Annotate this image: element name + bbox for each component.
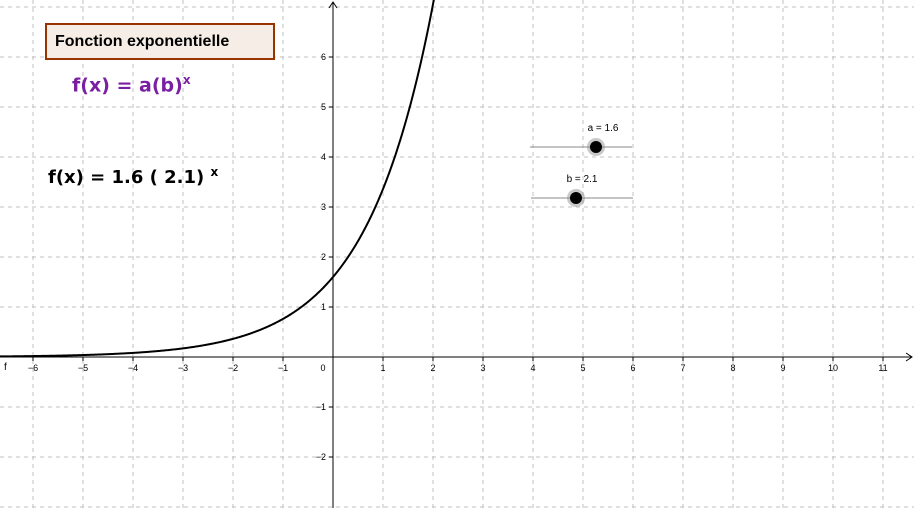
x-tick-label: 9: [780, 363, 785, 373]
x-tick-label: 10: [828, 363, 838, 373]
evaluated-formula: f(x) = 1.6 ( 2.1) x: [48, 165, 218, 188]
x-tick-label: −2: [228, 363, 238, 373]
slider-b-label: b = 2.1: [567, 174, 598, 185]
x-tick-label: −6: [28, 363, 38, 373]
slider-a-handle[interactable]: [590, 141, 602, 153]
slider-b-handle[interactable]: [570, 192, 582, 204]
x-tick-label: 4: [530, 363, 535, 373]
x-tick-label: 0: [320, 363, 325, 373]
x-tick-label: 11: [878, 363, 887, 373]
tick-labels: −6 −5 −4 −3 −2 −1 0 1 2 3 4 5 6 7 8 9 10 11 −2 −1 1 2 3 4 5 6: [28, 52, 888, 462]
x-tick-label: −5: [78, 363, 88, 373]
x-tick-label: 8: [730, 363, 735, 373]
title-text: Fonction exponentielle: [55, 32, 230, 50]
evaluated-formula-body: f(x) = 1.6 ( 2.1): [48, 167, 211, 188]
slider-a[interactable]: a = 1.6: [530, 123, 632, 156]
generic-formula-exponent: x: [182, 73, 191, 87]
y-tick-label: 6: [321, 52, 326, 62]
generic-formula: f(x) = a(b)x: [72, 73, 191, 96]
evaluated-formula-exponent: x: [210, 165, 219, 179]
x-tick-label: −4: [128, 363, 138, 373]
title-box[interactable]: Fonction exponentielle: [45, 23, 275, 60]
x-tick-label: 6: [630, 363, 635, 373]
x-tick-label: 1: [380, 363, 385, 373]
x-axis-arrow-icon: [905, 352, 913, 362]
function-label: f: [4, 362, 7, 373]
slider-b[interactable]: b = 2.1: [531, 174, 633, 207]
generic-formula-base: f(x) = a(b): [72, 74, 183, 97]
y-tick-label: 3: [321, 202, 326, 212]
x-tick-label: 3: [480, 363, 485, 373]
x-tick-label: −1: [278, 363, 288, 373]
y-tick-label: 4: [321, 152, 326, 162]
function-curve[interactable]: [0, 0, 438, 358]
x-tick-label: 5: [580, 363, 585, 373]
slider-a-label: a = 1.6: [588, 123, 619, 134]
x-tick-label: 7: [680, 363, 685, 373]
y-tick-label: −2: [316, 452, 326, 462]
x-tick-label: −3: [178, 363, 188, 373]
x-tick-label: 2: [430, 363, 435, 373]
y-tick-label: 1: [321, 302, 326, 312]
y-tick-label: −1: [316, 402, 326, 412]
y-tick-label: 5: [321, 102, 326, 112]
y-axis-arrow-icon: [328, 1, 338, 9]
y-tick-label: 2: [321, 252, 326, 262]
